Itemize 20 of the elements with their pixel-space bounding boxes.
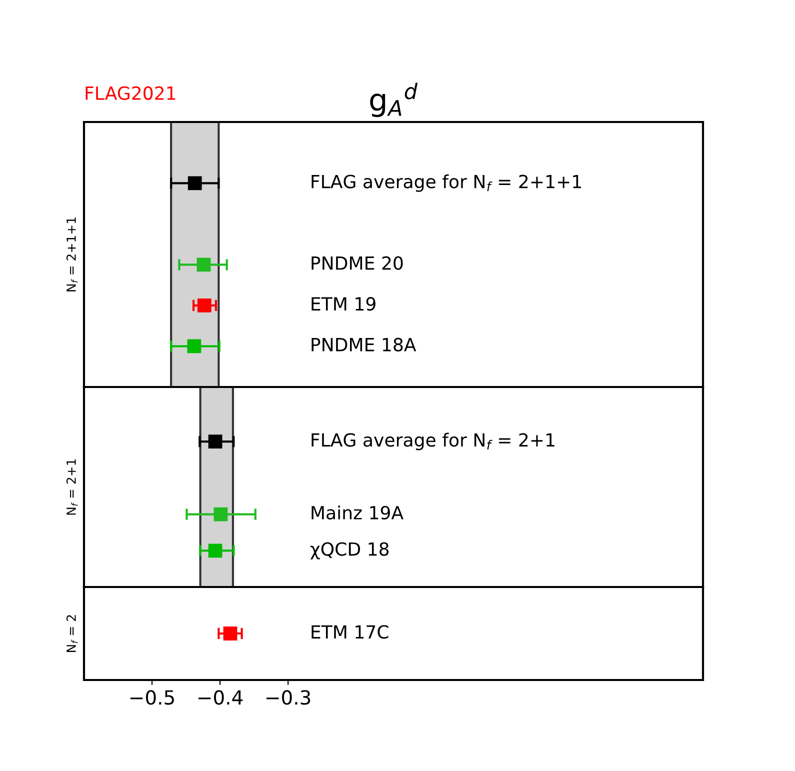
y-axis-title: N$_{f}$ = 2 bbox=[66, 615, 78, 652]
point bbox=[197, 298, 212, 312]
point bbox=[188, 176, 202, 190]
y-axis-title: N$_{f}$ = 2+1 bbox=[66, 459, 78, 515]
x-tick-label: −0.3 bbox=[266, 690, 310, 705]
x-tick-label: −0.4 bbox=[198, 690, 243, 705]
y-tick-label: ETM 17C bbox=[312, 625, 388, 639]
y-tick-label: ETM 19 bbox=[312, 297, 376, 311]
y-axis-title: N$_{f}$ = 2+1+1 bbox=[66, 218, 78, 292]
y-tick-label: PNDME 20 bbox=[312, 256, 403, 270]
text: FLAG2021 bbox=[86, 86, 176, 100]
y-tick-label: PNDME 18A bbox=[312, 338, 416, 352]
chart-title: g$_{A}$$^{d}$ bbox=[370, 82, 418, 118]
point bbox=[187, 339, 202, 354]
point bbox=[196, 258, 211, 272]
y-tick-label: χQCD 18 bbox=[310, 542, 389, 560]
x-tick-label: −0.5 bbox=[130, 690, 174, 705]
y-tick-label: FLAG average for N$_{f}$ = 2+1 bbox=[312, 432, 554, 450]
y-tick-label: Mainz 19A bbox=[312, 506, 404, 520]
y-tick-label: FLAG average for N$_{f}$ = 2+1+1 bbox=[312, 174, 581, 192]
